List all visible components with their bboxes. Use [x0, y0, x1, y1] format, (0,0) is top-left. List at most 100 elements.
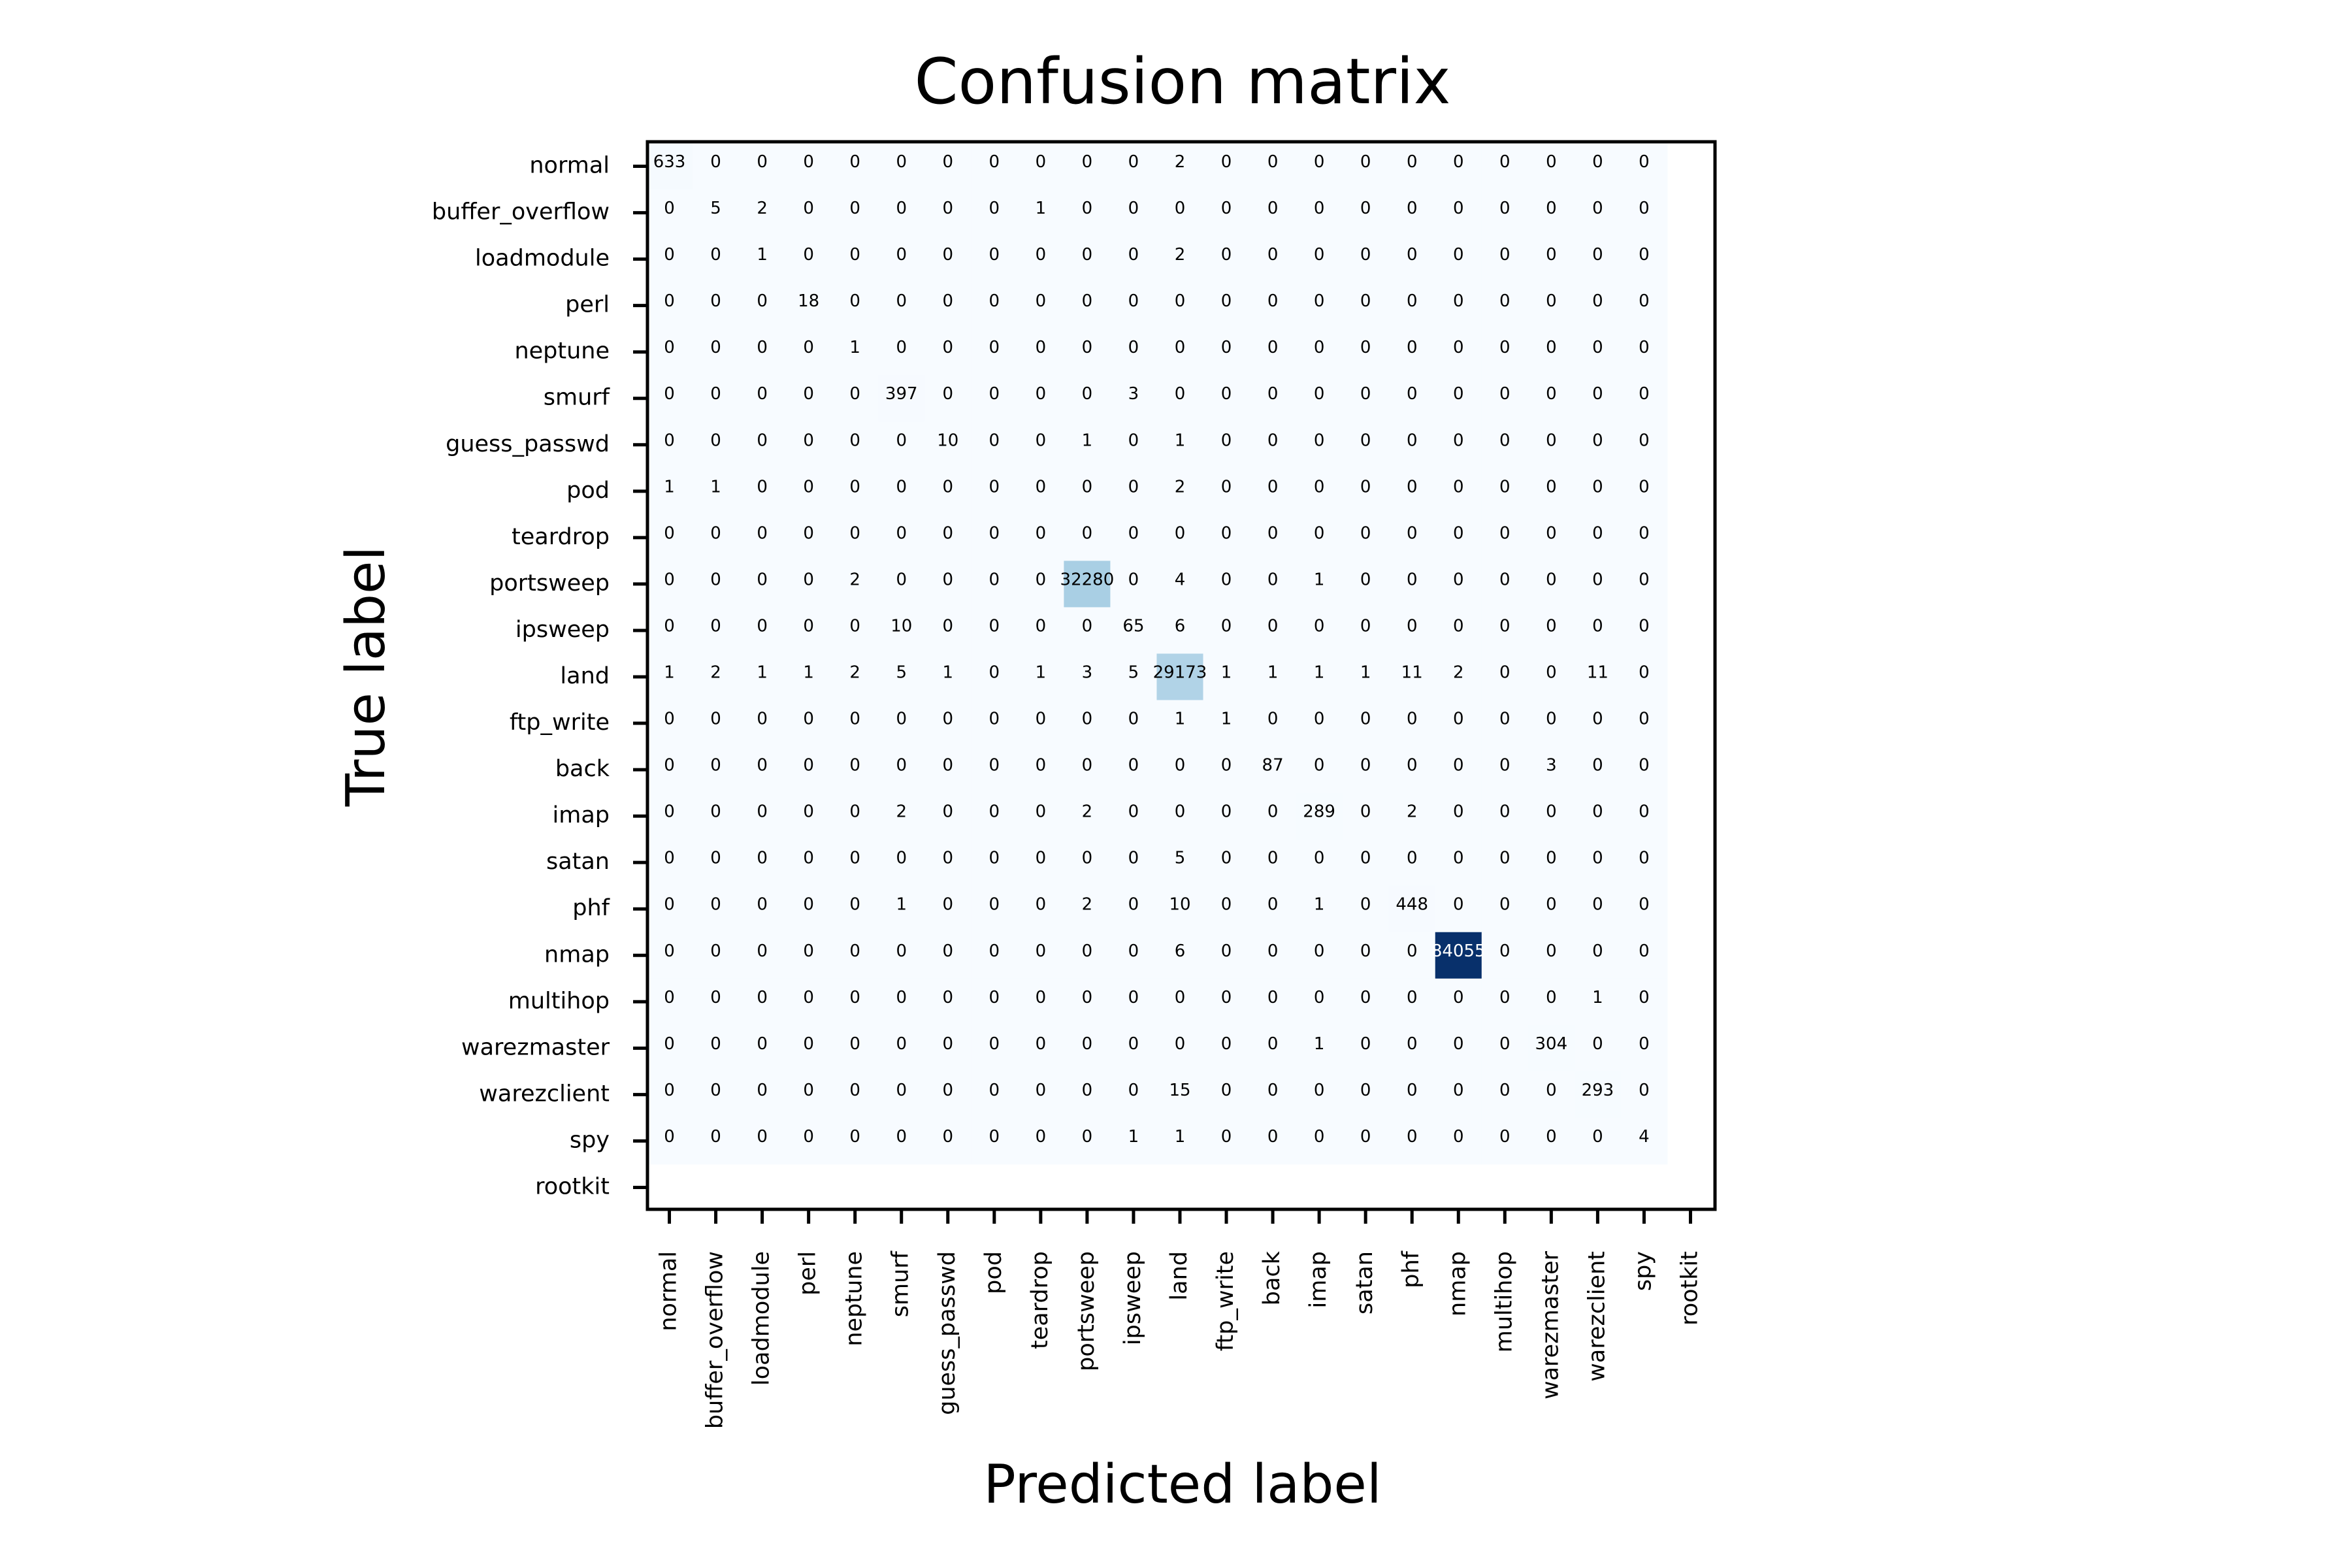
- heatmap-cell: [878, 653, 925, 701]
- heatmap-cell: [971, 885, 1018, 933]
- heatmap-cell: [1017, 514, 1064, 561]
- cell-value-label: 0: [1499, 245, 1511, 265]
- cell-value-label: 0: [1128, 245, 1139, 265]
- heatmap-cell: [739, 653, 786, 701]
- heatmap-cell: [785, 282, 832, 329]
- cell-value-label: 0: [1175, 199, 1186, 218]
- heatmap-cell: [971, 143, 1018, 190]
- heatmap-cell: [1481, 792, 1529, 840]
- x-tick-label: land: [1166, 1251, 1192, 1301]
- cell-value-label: 0: [1407, 245, 1418, 265]
- cell-value-label: 0: [849, 895, 860, 915]
- heatmap-cell: [1110, 746, 1158, 794]
- heatmap-cell: [1156, 700, 1204, 747]
- heatmap-cell: [1203, 653, 1250, 701]
- cell-value-label: 0: [1221, 756, 1232, 776]
- cell-value-label: 0: [1360, 570, 1371, 589]
- cell-value-label: 0: [710, 384, 721, 404]
- heatmap-cell: [878, 839, 925, 887]
- cell-value-label: 0: [1546, 291, 1557, 311]
- heatmap-cell: [878, 1024, 925, 1072]
- cell-value-label: 0: [1407, 199, 1418, 218]
- cell-value-label: 4: [1175, 570, 1186, 589]
- cell-value-label: 0: [710, 895, 721, 915]
- cell-value-label: 0: [1453, 245, 1464, 265]
- cell-value-label: 0: [1082, 849, 1093, 868]
- heatmap-cell: [971, 1071, 1018, 1119]
- heatmap-cell: [1017, 700, 1064, 747]
- cell-value-label: 18: [798, 291, 819, 311]
- cell-value-label: 0: [1267, 431, 1279, 450]
- heatmap-cell: [924, 1117, 972, 1165]
- cell-value-label: 0: [664, 384, 675, 404]
- heatmap-cell: [1203, 143, 1250, 190]
- cell-value-label: 0: [1314, 988, 1325, 1007]
- y-tick-label: buffer_overflow: [432, 199, 610, 225]
- heatmap-cell: [1435, 746, 1482, 794]
- cell-value-label: 0: [989, 338, 1000, 357]
- cell-value-label: 0: [1499, 523, 1511, 543]
- cell-value-label: 0: [1128, 988, 1139, 1007]
- heatmap-cell: [1017, 329, 1064, 376]
- cell-value-label: 0: [1639, 710, 1650, 729]
- cell-value-label: 0: [1221, 1034, 1232, 1054]
- heatmap-cell: [739, 421, 786, 468]
- heatmap-cell: [739, 514, 786, 561]
- heatmap-cell: [1574, 1117, 1622, 1165]
- heatmap-cell: [1064, 375, 1111, 422]
- cell-value-label: 397: [885, 384, 918, 404]
- heatmap-cell: [1110, 236, 1158, 283]
- heatmap-cell: [1342, 143, 1390, 190]
- cell-value-label: 0: [1407, 431, 1418, 450]
- cell-value-label: 0: [1128, 1081, 1139, 1100]
- heatmap-cell: [693, 189, 740, 237]
- heatmap-cell: [1296, 189, 1343, 237]
- heatmap-cell: [1342, 236, 1390, 283]
- heatmap-cell: [646, 468, 693, 515]
- heatmap-cell: [1527, 1071, 1575, 1119]
- cell-value-label: 0: [664, 1081, 675, 1100]
- heatmap-cell: [1527, 1117, 1575, 1165]
- heatmap-cell: [739, 607, 786, 655]
- heatmap-cell: [1435, 468, 1482, 515]
- x-tick-label: guess_passwd: [934, 1251, 960, 1415]
- cell-value-label: 0: [803, 570, 814, 589]
- heatmap-cell: [739, 375, 786, 422]
- cell-value-label: 633: [653, 152, 686, 172]
- cell-value-label: 0: [1175, 523, 1186, 543]
- heatmap-cell: [924, 653, 972, 701]
- heatmap-cell: [924, 932, 972, 979]
- cell-value-label: 0: [1546, 663, 1557, 683]
- cell-value-label: 5: [896, 663, 907, 683]
- cell-value-label: 0: [943, 199, 954, 218]
- cell-value-label: 0: [664, 338, 675, 357]
- cell-value-label: 0: [1267, 291, 1279, 311]
- heatmap-cell: [924, 329, 972, 376]
- cell-value-label: 0: [943, 570, 954, 589]
- heatmap-cell: [1249, 1071, 1297, 1119]
- cell-value-label: 0: [1453, 523, 1464, 543]
- cell-value-label: 0: [1082, 291, 1093, 311]
- heatmap-cell: [785, 468, 832, 515]
- heatmap-cell: [1481, 1117, 1529, 1165]
- cell-value-label: 0: [989, 663, 1000, 683]
- cell-value-label: 0: [1592, 523, 1603, 543]
- cell-value-label: 0: [896, 756, 907, 776]
- cell-value-label: 0: [1128, 523, 1139, 543]
- heatmap-cell: [785, 561, 832, 608]
- cell-value-label: 0: [757, 431, 768, 450]
- heatmap-cell: [878, 236, 925, 283]
- heatmap-cell: [1156, 1024, 1204, 1072]
- heatmap-cell: [878, 561, 925, 608]
- cell-value-label: 0: [1221, 291, 1232, 311]
- cell-value-label: 0: [710, 245, 721, 265]
- cell-value-label: 0: [1499, 1127, 1511, 1147]
- cell-value-label: 1: [710, 477, 721, 497]
- cell-value-label: 0: [803, 338, 814, 357]
- heatmap-cell: [878, 468, 925, 515]
- heatmap-cell: [1527, 514, 1575, 561]
- heatmap-cell: [1156, 885, 1204, 933]
- heatmap-cell: [1110, 329, 1158, 376]
- heatmap-cell: [1435, 282, 1482, 329]
- cell-value-label: 0: [664, 616, 675, 636]
